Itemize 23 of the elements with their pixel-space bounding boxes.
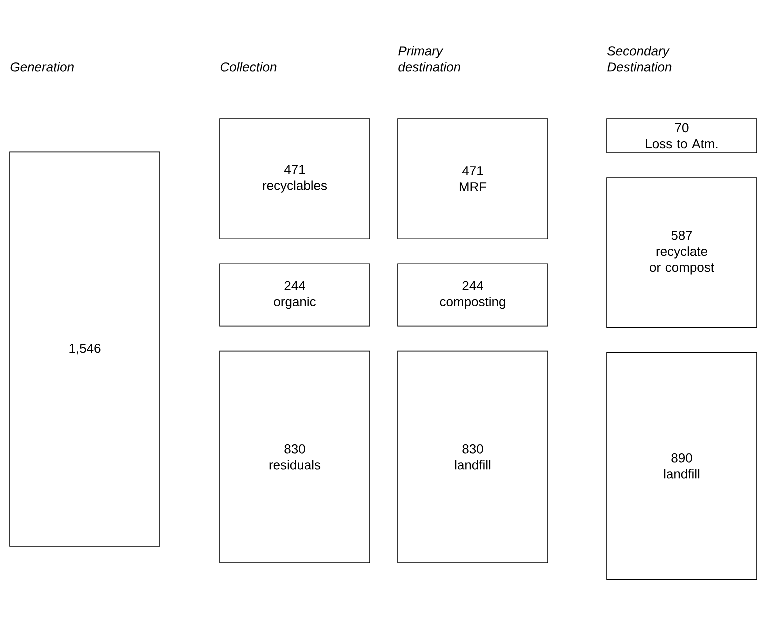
data-label: 890 [672, 454, 692, 463]
text: composting [440, 296, 506, 310]
data-label: 70 [675, 123, 689, 133]
category-label: Primary destination [398, 46, 460, 72]
data-label: 244 [284, 281, 306, 290]
data-label: 244 [462, 281, 484, 290]
data-label: 1,546 [70, 344, 101, 355]
text: recyclate or compost [650, 246, 714, 275]
text: recyclables [263, 180, 328, 193]
category-label: Secondary Destination [608, 46, 672, 72]
text: landfill [664, 469, 700, 479]
category-label: Collection [220, 62, 277, 72]
text: landfill [455, 460, 491, 470]
data-label: 587 [672, 230, 692, 240]
text: Loss to Atm. [646, 140, 718, 149]
text: organic [274, 296, 316, 310]
data-label: 830 [462, 444, 484, 454]
category-label: Generation [10, 62, 74, 72]
text: MRF [460, 182, 487, 192]
data-label: 471 [462, 166, 484, 176]
data-label: 830 [284, 444, 306, 454]
data-label: 471 [284, 165, 306, 174]
text: residuals [270, 460, 321, 470]
